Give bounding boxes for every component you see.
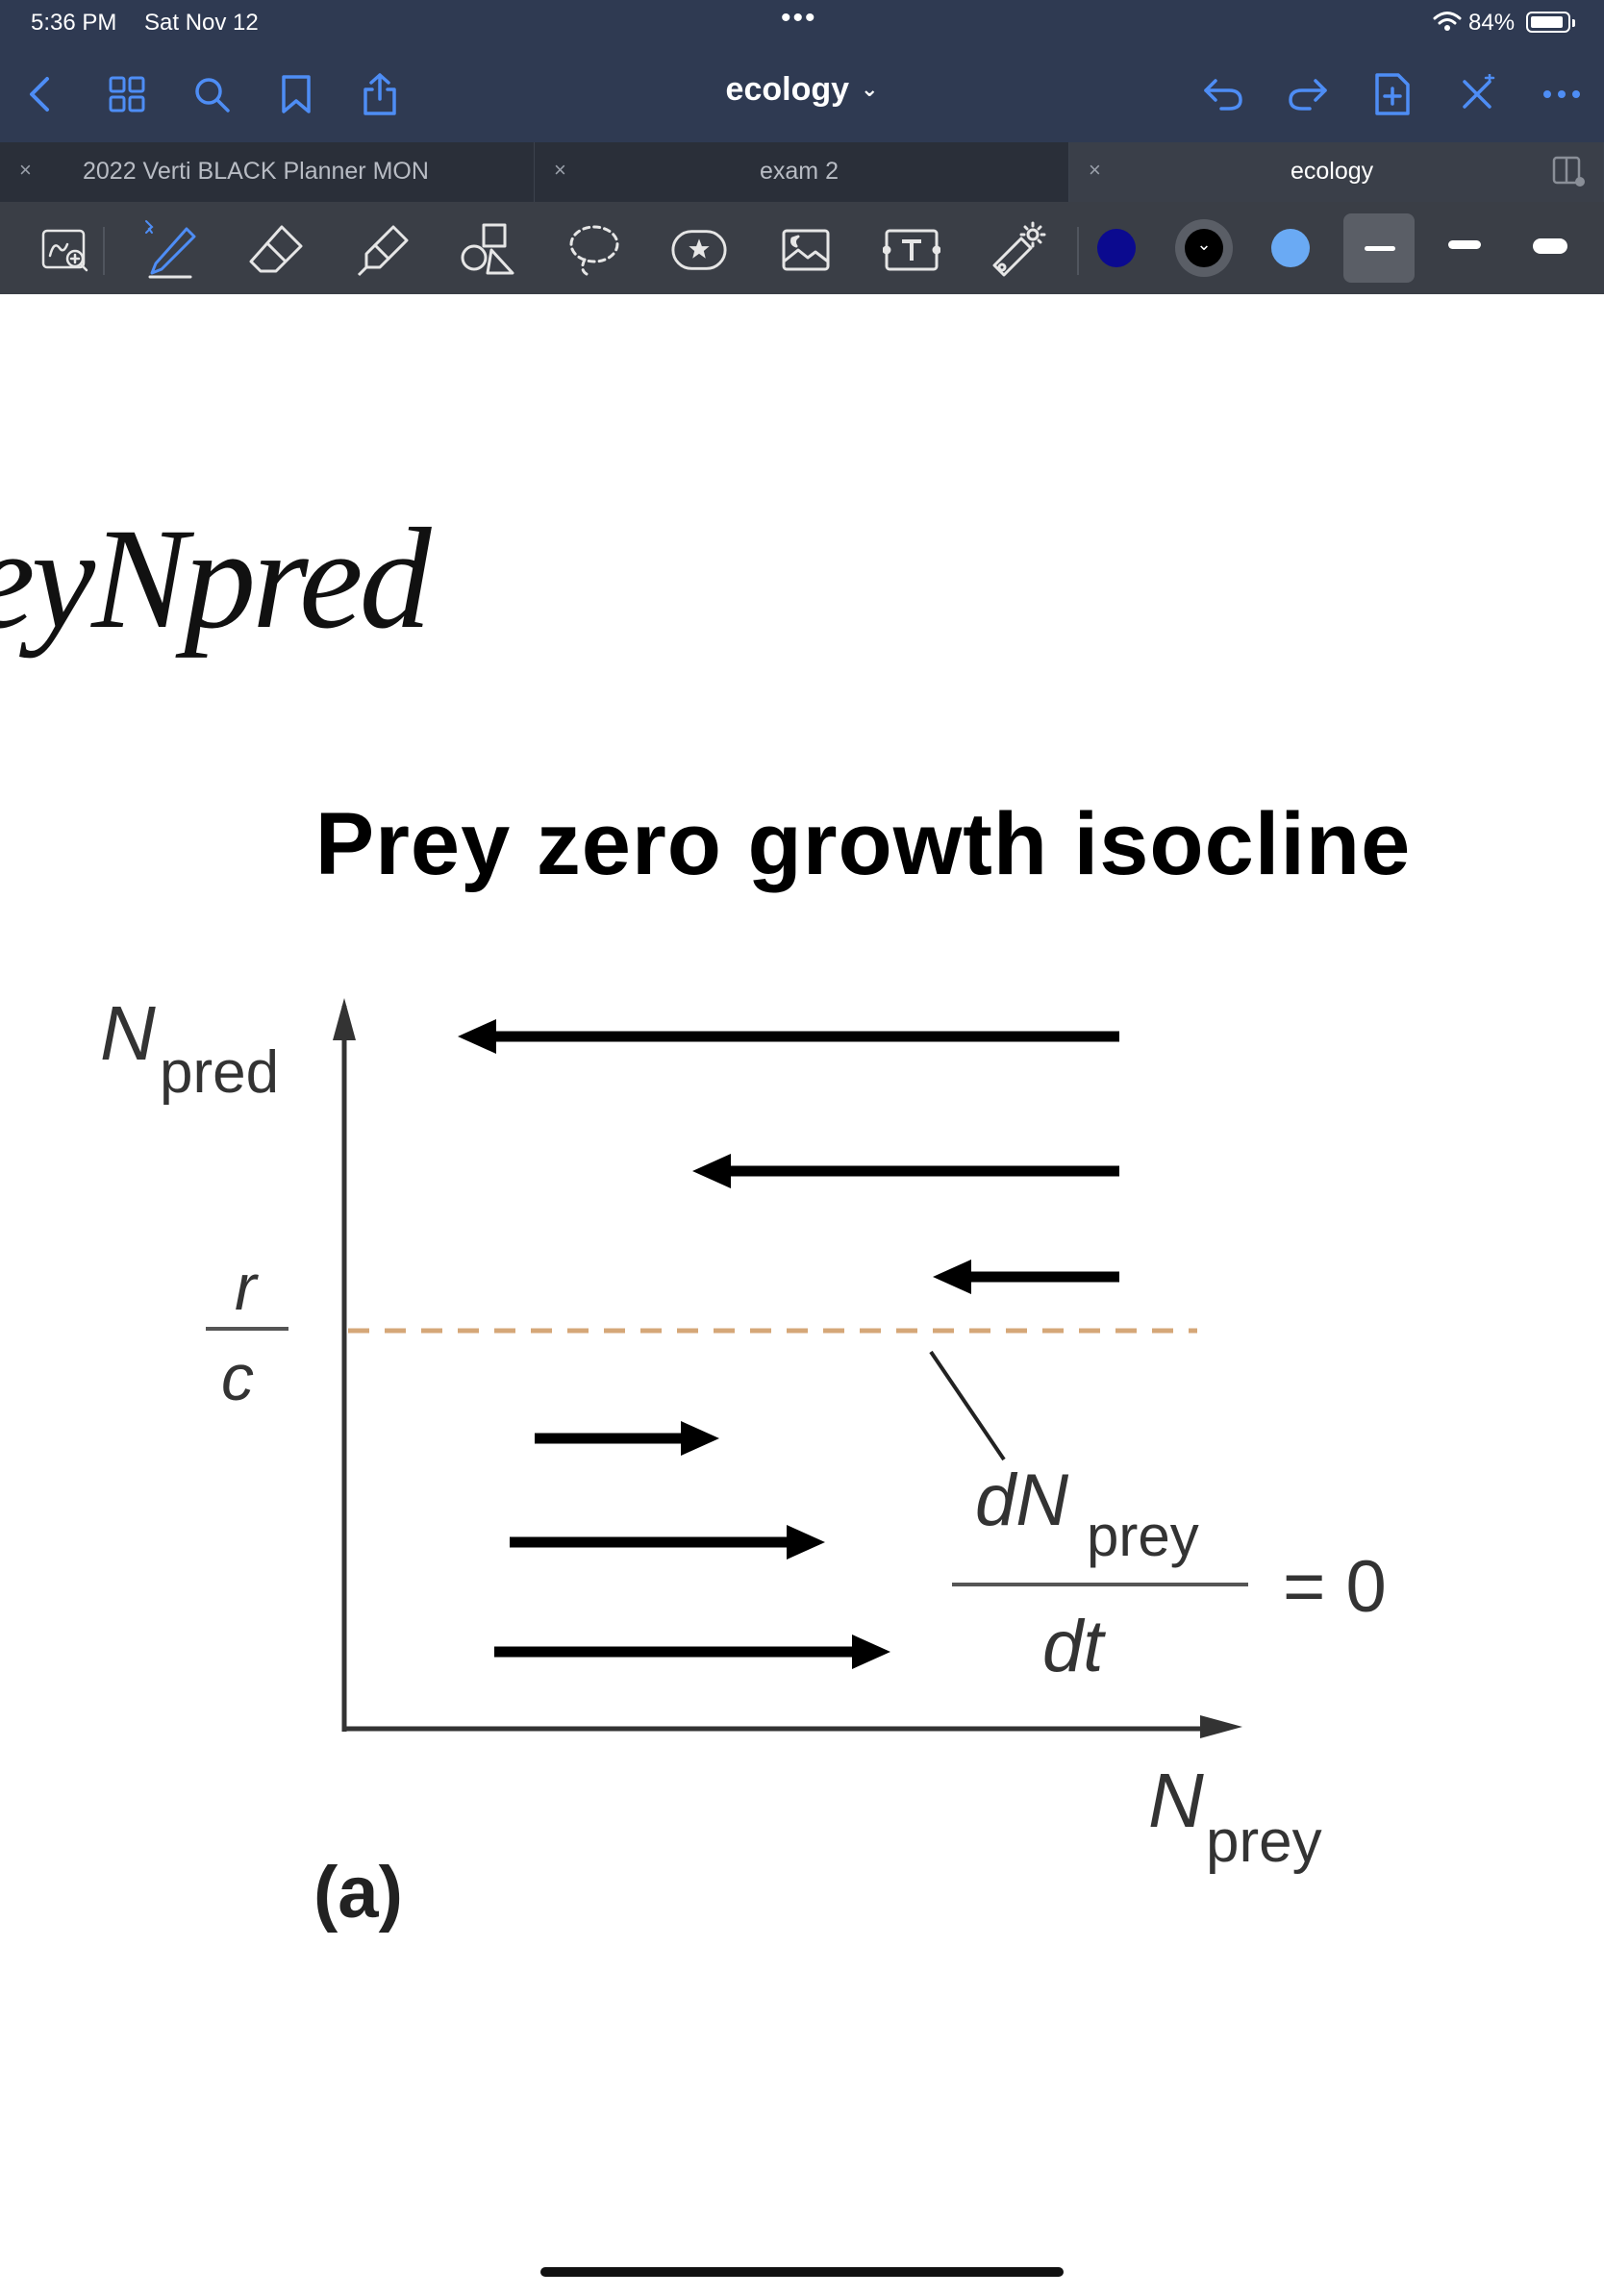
highlighter-icon[interactable] [353, 221, 411, 279]
status-time: 5:36 PM [31, 10, 117, 36]
equation-numerator: dN [975, 1460, 1068, 1541]
battery-percent: 84% [1468, 10, 1516, 36]
pen-icon[interactable] [140, 220, 198, 279]
drawing-toolbar: ⌄ [0, 202, 1604, 294]
share-icon[interactable] [353, 67, 407, 121]
close-icon[interactable]: × [554, 158, 566, 182]
back-icon[interactable] [13, 67, 67, 121]
right-arrow-head [681, 1421, 719, 1456]
more-icon[interactable] [1535, 67, 1589, 121]
equation-numerator-sub: prey [1087, 1504, 1199, 1568]
label-pointer-line [929, 1350, 1006, 1461]
color-swatch-dark-blue[interactable] [1097, 229, 1136, 267]
ratio-denominator: c [221, 1341, 254, 1414]
tab-label: 2022 Verti BLACK Planner MON [83, 158, 429, 185]
note-canvas[interactable]: eyNpred Prey zero growth isocline N pred [0, 294, 1604, 2296]
left-arrow-head [692, 1154, 731, 1188]
chevron-down-icon: ⌄ [1196, 235, 1212, 254]
document-title[interactable]: ecology ⌄ [0, 71, 1604, 109]
tab-bar: × 2022 Verti BLACK Planner MON × exam 2 … [0, 142, 1604, 202]
right-arrow-head [852, 1635, 890, 1669]
left-arrow-head [933, 1260, 971, 1294]
x-axis-label-sub: prey [1206, 1809, 1322, 1875]
image-icon[interactable] [777, 221, 835, 279]
lasso-icon[interactable] [565, 221, 623, 279]
close-icon[interactable]: × [19, 158, 32, 182]
stroke-size-thick[interactable] [1533, 238, 1567, 254]
tab-planner[interactable]: × 2022 Verti BLACK Planner MON [0, 142, 535, 202]
tab-label: exam 2 [760, 158, 839, 185]
tab-ecology[interactable]: × ecology [1069, 142, 1604, 202]
add-page-icon[interactable] [1366, 67, 1419, 121]
grid-icon[interactable] [100, 67, 154, 121]
laser-pointer-icon[interactable] [989, 221, 1046, 279]
ratio-numerator: r [235, 1251, 259, 1324]
undo-icon[interactable] [1196, 67, 1250, 121]
zoom-window-icon[interactable] [37, 221, 94, 279]
home-indicator[interactable] [540, 2267, 1064, 2277]
y-axis-arrowhead [333, 998, 356, 1040]
sticker-icon[interactable] [670, 221, 728, 279]
right-arrow-head [787, 1525, 825, 1560]
left-arrow-head [458, 1019, 496, 1054]
y-axis-label: N [100, 990, 156, 1076]
slide-heading: Prey zero growth isocline [314, 795, 1412, 893]
multitasking-dots-icon[interactable]: ••• [781, 2, 817, 34]
navigation-bar: ecology ⌄ [0, 46, 1604, 142]
text-icon[interactable] [883, 221, 940, 279]
equation-denominator: dt [1042, 1606, 1106, 1687]
equation-rhs: = 0 [1283, 1546, 1387, 1628]
search-icon[interactable] [185, 67, 238, 121]
color-swatch-black-selected[interactable]: ⌄ [1175, 219, 1233, 277]
split-view-icon[interactable] [1552, 156, 1587, 193]
x-axis-label: N [1148, 1758, 1204, 1843]
y-axis-label-sub: pred [160, 1039, 279, 1106]
isocline-figure: N pred r c dN prey dt = 0 N prey (a) [100, 990, 1387, 1934]
color-swatch-light-blue[interactable] [1271, 229, 1310, 267]
close-icon[interactable]: × [1089, 158, 1101, 182]
status-bar: 5:36 PM Sat Nov 12 ••• 84% [0, 0, 1604, 46]
battery-icon [1526, 12, 1575, 33]
wifi-icon [1433, 10, 1462, 39]
document-title-label: ecology [725, 71, 850, 108]
redo-icon[interactable] [1281, 67, 1335, 121]
chevron-down-icon: ⌄ [861, 77, 879, 101]
shapes-icon[interactable] [459, 221, 516, 279]
status-date: Sat Nov 12 [144, 10, 259, 36]
stroke-size-medium[interactable] [1448, 240, 1481, 249]
x-axis-arrowhead [1200, 1715, 1242, 1738]
tab-label: ecology [1291, 158, 1374, 185]
handwritten-text: eyNpred [0, 499, 432, 659]
tab-exam-2[interactable]: × exam 2 [535, 142, 1069, 202]
stroke-size-thin-selected[interactable] [1343, 213, 1415, 283]
close-pen-icon[interactable] [1450, 67, 1504, 121]
bookmark-icon[interactable] [269, 67, 323, 121]
panel-label: (a) [313, 1852, 403, 1934]
eraser-icon[interactable] [247, 221, 305, 279]
